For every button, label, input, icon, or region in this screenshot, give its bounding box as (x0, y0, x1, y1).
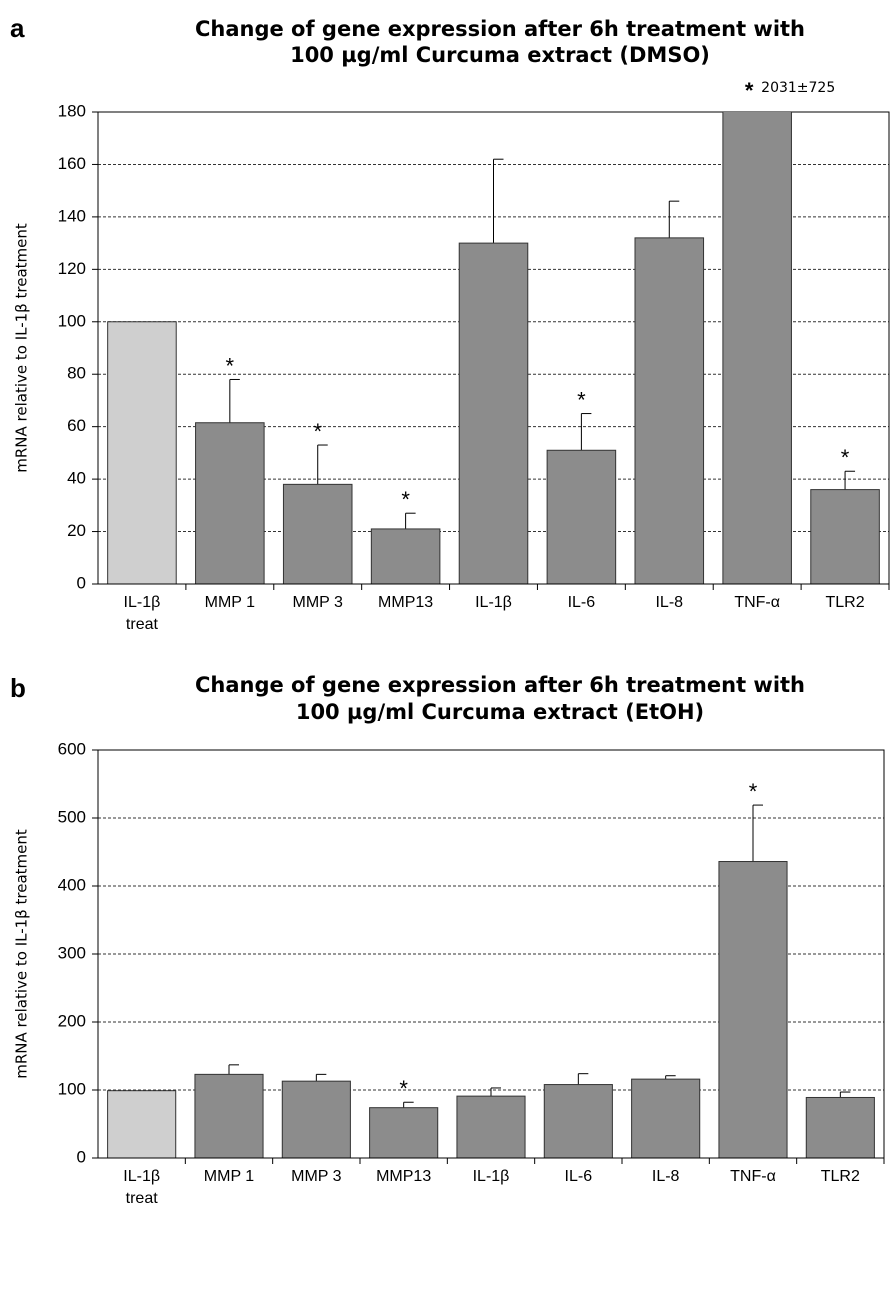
x-tick-label: IL-6 (564, 1168, 593, 1185)
x-tick-label-box: MMP 3 (292, 594, 343, 611)
chart-title: Change of gene expression after 6h treat… (195, 673, 805, 697)
x-tick-label-box: IL-8 (651, 1168, 680, 1185)
y-tick-label: 0 (77, 573, 86, 592)
bar (195, 422, 265, 584)
bars (107, 112, 880, 584)
y-tick-label: 160 (58, 154, 86, 173)
x-tick-label: MMP 1 (203, 1168, 255, 1185)
x-tick-label: TNF-α (730, 1168, 776, 1185)
y-tick-label: 400 (58, 875, 86, 894)
x-tick-label-box: IL-1β (475, 594, 512, 611)
bar (722, 112, 792, 584)
significance-marker: * (745, 78, 754, 103)
bar (281, 1080, 351, 1158)
bar (546, 449, 617, 584)
x-tick-label: TLR2 (825, 594, 865, 611)
x-tick-label-box: MMP13 (376, 1168, 432, 1185)
significance-marker: * (577, 387, 586, 412)
x-tick-label-box: MMP 1 (203, 1168, 255, 1185)
y-tick-label: 20 (67, 521, 86, 540)
y-tick-label: 80 (67, 364, 86, 383)
y-axis-label: mRNA relative to IL-1β treatment (13, 223, 31, 473)
significance-marker: * (841, 445, 850, 470)
chart-title: 100 µg/ml Curcuma extract (EtOH) (296, 700, 704, 724)
bar (718, 861, 788, 1158)
x-tick-label: IL-1β (475, 594, 512, 611)
x-tick-label: IL-8 (651, 1168, 680, 1185)
chart-title: Change of gene expression after 6h treat… (195, 17, 805, 41)
significance-marker: * (749, 779, 758, 804)
x-tick-label: IL-1β treat (123, 1168, 161, 1207)
panel-label: a (10, 13, 25, 43)
significance-marker: * (313, 419, 322, 444)
bar (369, 1107, 439, 1158)
y-tick-label: 180 (58, 101, 86, 120)
bar (543, 1084, 613, 1158)
x-tick-label: MMP 3 (291, 1168, 342, 1185)
bar (107, 321, 177, 584)
y-tick-label: 100 (58, 1079, 86, 1098)
significance-marker: * (226, 353, 235, 378)
x-tick-label-box: IL-1β treat (123, 594, 161, 633)
value-label: 2031±725 (761, 80, 835, 96)
bar (282, 483, 353, 584)
x-tick-label: IL-8 (655, 594, 684, 611)
x-tick-label-box: TNF-α (730, 1168, 776, 1185)
x-tick-label: IL-6 (567, 594, 596, 611)
bars (107, 804, 875, 1158)
x-tick-label-box: IL-1β (472, 1168, 510, 1185)
x-tick-label: TLR2 (820, 1168, 860, 1185)
y-tick-label: 120 (58, 259, 86, 278)
y-tick-label: 60 (67, 416, 86, 435)
y-tick-label: 40 (67, 469, 86, 488)
x-tick-label-box: TNF-α (734, 594, 780, 611)
y-tick-label: 300 (58, 943, 86, 962)
chart-title: 100 µg/ml Curcuma extract (DMSO) (290, 43, 710, 67)
bar (810, 489, 880, 584)
x-tick-label-box: IL-1β treat (123, 1168, 161, 1207)
x-tick-label-box: MMP 1 (204, 594, 255, 611)
y-tick-label: 0 (77, 1147, 86, 1166)
x-tick-label-box: MMP13 (378, 594, 434, 611)
bar (456, 1095, 526, 1158)
panel-label: b (10, 673, 26, 703)
x-tick-label-box: MMP 3 (291, 1168, 342, 1185)
y-tick-label: 200 (58, 1011, 86, 1030)
x-tick-label-box: IL-8 (655, 594, 684, 611)
bar (194, 1073, 264, 1158)
y-tick-label: 500 (58, 807, 86, 826)
x-tick-label-box: IL-6 (564, 1168, 593, 1185)
significance-marker: * (401, 487, 410, 512)
bar (634, 237, 705, 584)
bar (370, 528, 441, 584)
x-tick-label: MMP13 (378, 594, 434, 611)
bar (805, 1096, 875, 1158)
y-tick-label: 140 (58, 206, 86, 225)
x-tick-label: IL-1β (472, 1168, 510, 1185)
x-tick-label-box: TLR2 (820, 1168, 860, 1185)
x-tick-label-box: TLR2 (825, 594, 865, 611)
bar (107, 1090, 177, 1158)
x-tick-label: TNF-α (734, 594, 780, 611)
x-tick-label: MMP 1 (204, 594, 255, 611)
x-tick-label: MMP 3 (292, 594, 343, 611)
y-tick-label: 600 (58, 739, 86, 758)
bar (631, 1078, 701, 1158)
y-tick-label: 100 (58, 311, 86, 330)
bar (458, 242, 529, 584)
y-axis-label: mRNA relative to IL-1β treatment (13, 829, 31, 1079)
x-tick-label: MMP13 (376, 1168, 432, 1185)
x-tick-label-box: IL-6 (567, 594, 596, 611)
x-tick-label: IL-1β treat (123, 594, 161, 633)
significance-marker: * (399, 1076, 408, 1101)
